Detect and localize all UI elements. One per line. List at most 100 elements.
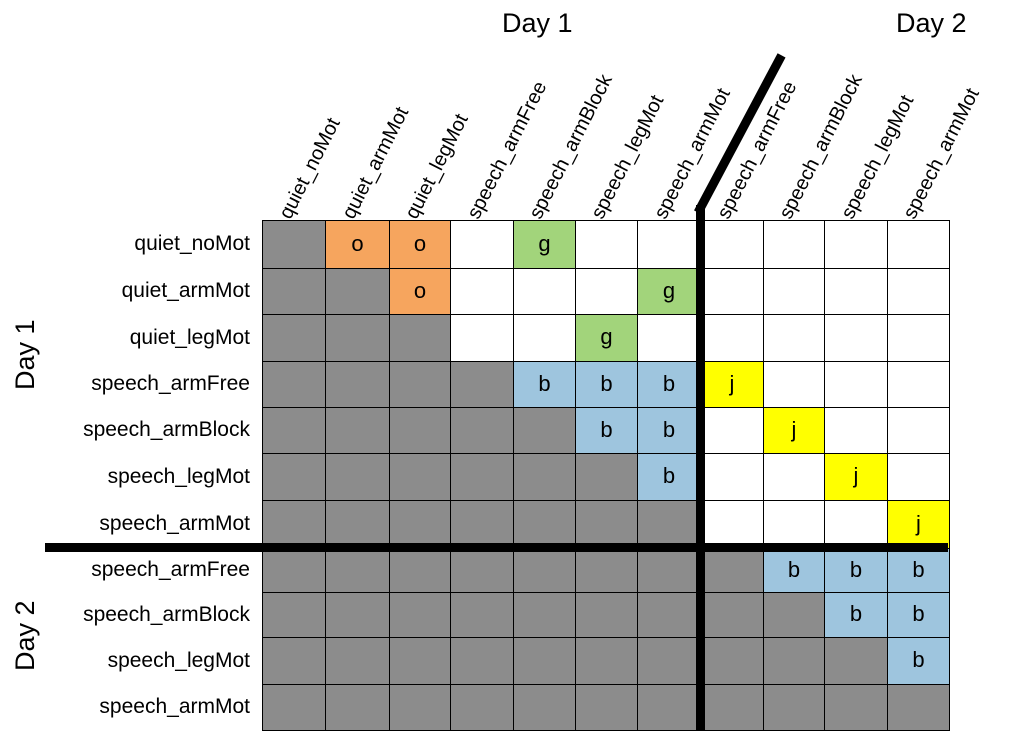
cell-letter: j (853, 463, 859, 488)
empty-cell (637, 314, 701, 362)
gray-cell (763, 684, 825, 731)
cell-letter: b (538, 371, 551, 396)
empty-cell (700, 268, 764, 315)
marked-cell: b (637, 407, 701, 454)
empty-cell (887, 453, 950, 501)
marked-cell: j (824, 453, 888, 501)
gray-cell (325, 314, 390, 362)
gray-cell (700, 592, 764, 638)
marked-cell: j (887, 500, 950, 549)
row-label: speech_armMot (99, 695, 250, 718)
marked-cell: g (575, 314, 638, 362)
gray-cell (637, 548, 701, 593)
gray-cell (389, 407, 451, 454)
gray-cell (637, 637, 701, 685)
empty-cell (575, 268, 638, 315)
marked-cell: b (763, 548, 825, 593)
gray-cell (513, 453, 576, 501)
empty-cell (887, 268, 950, 315)
marked-cell: b (887, 592, 950, 638)
gray-cell (513, 637, 576, 685)
gray-cell (575, 453, 638, 501)
marked-cell: b (637, 453, 701, 501)
row-label: speech_legMot (107, 464, 250, 488)
cell-letter: b (912, 557, 925, 582)
row-label: speech_armMot (99, 512, 250, 535)
gray-cell (513, 592, 576, 638)
gray-cell (450, 361, 514, 408)
cell-letter: b (849, 557, 863, 582)
gray-cell (450, 637, 514, 685)
top-day1-title: Day 1 (502, 8, 573, 38)
cell-letter: b (849, 601, 863, 626)
empty-cell (700, 453, 764, 501)
column-label: quiet_legMot (400, 110, 473, 223)
gray-cell (450, 592, 514, 638)
empty-cell (824, 268, 888, 315)
empty-cell (824, 220, 888, 269)
gray-cell (450, 407, 514, 454)
gray-cell (575, 637, 638, 685)
marked-cell: g (637, 268, 701, 315)
gray-cell (637, 592, 701, 638)
gray-cell (575, 548, 638, 593)
gray-cell (700, 548, 764, 593)
empty-cell (450, 314, 514, 362)
marked-cell: b (575, 361, 638, 408)
gray-cell (262, 220, 326, 269)
cell-letter: g (538, 231, 551, 256)
gray-cell (513, 500, 576, 549)
gray-cell (262, 684, 326, 731)
marked-cell: b (824, 592, 888, 638)
marked-cell: b (513, 361, 576, 408)
gray-cell (325, 268, 390, 315)
marked-cell: b (637, 361, 701, 408)
row-label: speech_armFree (91, 558, 250, 581)
empty-cell (700, 500, 764, 549)
cell-letter: o (413, 231, 427, 256)
gray-cell (325, 637, 390, 685)
gray-cell (325, 407, 390, 454)
gray-cell (262, 407, 326, 454)
empty-cell (824, 314, 888, 362)
cell-letter: g (662, 278, 676, 303)
marked-cell: j (700, 361, 764, 408)
gray-cell (325, 500, 390, 549)
empty-cell (887, 314, 950, 362)
row-label: quiet_legMot (129, 325, 250, 349)
gray-cell (450, 548, 514, 593)
row-label: speech_legMot (107, 648, 250, 672)
gray-cell (700, 684, 764, 731)
gray-cell (763, 637, 825, 685)
gray-cell (513, 684, 576, 731)
empty-cell (824, 361, 888, 408)
empty-cell (763, 500, 825, 549)
marked-cell: b (887, 548, 950, 593)
row-label: quiet_noMot (134, 232, 250, 255)
gray-cell (389, 592, 451, 638)
marked-cell: o (325, 220, 390, 269)
empty-cell (887, 361, 950, 408)
gray-cell (389, 500, 451, 549)
gray-cell (325, 548, 390, 593)
empty-cell (700, 220, 764, 269)
top-day2-title: Day 2 (896, 8, 967, 38)
cell-letter: o (351, 231, 364, 256)
marked-cell: g (513, 220, 576, 269)
gray-cell (637, 500, 701, 549)
row-label: speech_armBlock (83, 602, 250, 626)
gray-cell (262, 268, 326, 315)
gray-cell (389, 453, 451, 501)
row-label: speech_armBlock (83, 418, 250, 441)
empty-cell (450, 220, 514, 269)
gray-cell (763, 592, 825, 638)
gray-cell (389, 548, 451, 593)
gray-cell (450, 500, 514, 549)
gray-cell (389, 684, 451, 731)
empty-cell (513, 314, 576, 362)
marked-cell: o (389, 268, 451, 315)
gray-cell (262, 637, 326, 685)
gray-cell (513, 407, 576, 454)
gray-cell (262, 592, 326, 638)
